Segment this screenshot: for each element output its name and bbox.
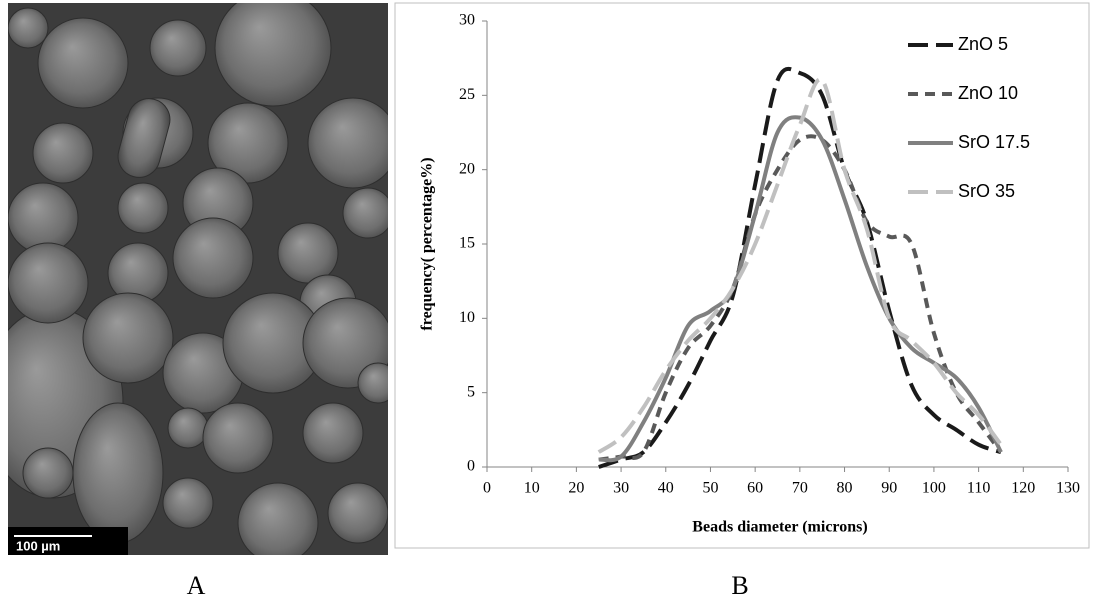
legend-label: ZnO 10: [958, 83, 1018, 103]
sem-image: 100 µm: [8, 3, 388, 555]
x-tick-label: 30: [613, 480, 629, 497]
x-tick-label: 120: [1011, 480, 1035, 497]
series-line: [598, 115, 1003, 463]
x-tick-label: 90: [881, 480, 897, 497]
x-tick-label: 50: [702, 480, 718, 497]
x-tick-label: 100: [922, 480, 946, 497]
x-tick-label: 0: [483, 480, 491, 497]
legend-label: SrO 17.5: [958, 132, 1030, 152]
y-tick-label: 25: [459, 86, 475, 103]
y-tick-label: 15: [459, 235, 475, 252]
series-line: [598, 66, 1002, 469]
x-axis-title: Beads diameter (microns): [692, 519, 867, 536]
y-tick-label: 5: [467, 383, 475, 400]
x-tick-label: 10: [524, 480, 540, 497]
legend-label: ZnO 5: [958, 34, 1008, 54]
x-tick-label: 60: [747, 480, 763, 497]
x-tick-label: 20: [568, 480, 584, 497]
y-axis-title: frequency( percentage%): [419, 157, 436, 330]
y-tick-label: 20: [459, 160, 475, 177]
series-line: [598, 134, 1003, 462]
y-tick-label: 0: [467, 458, 475, 475]
y-tick-label: 10: [459, 309, 475, 326]
x-tick-label: 70: [792, 480, 808, 497]
y-tick-label: 30: [459, 12, 475, 29]
x-tick-label: 130: [1056, 480, 1080, 497]
panel-label: A: [187, 571, 206, 600]
legend-label: SrO 35: [958, 181, 1015, 201]
x-tick-label: 80: [837, 480, 853, 497]
series-line: [597, 77, 1003, 454]
chart-frame: [394, 2, 1090, 549]
x-tick-label: 110: [967, 480, 990, 497]
scale-bar-label: 100 µm: [16, 538, 60, 553]
x-tick-label: 40: [658, 480, 674, 497]
panel-label: B: [731, 571, 748, 600]
